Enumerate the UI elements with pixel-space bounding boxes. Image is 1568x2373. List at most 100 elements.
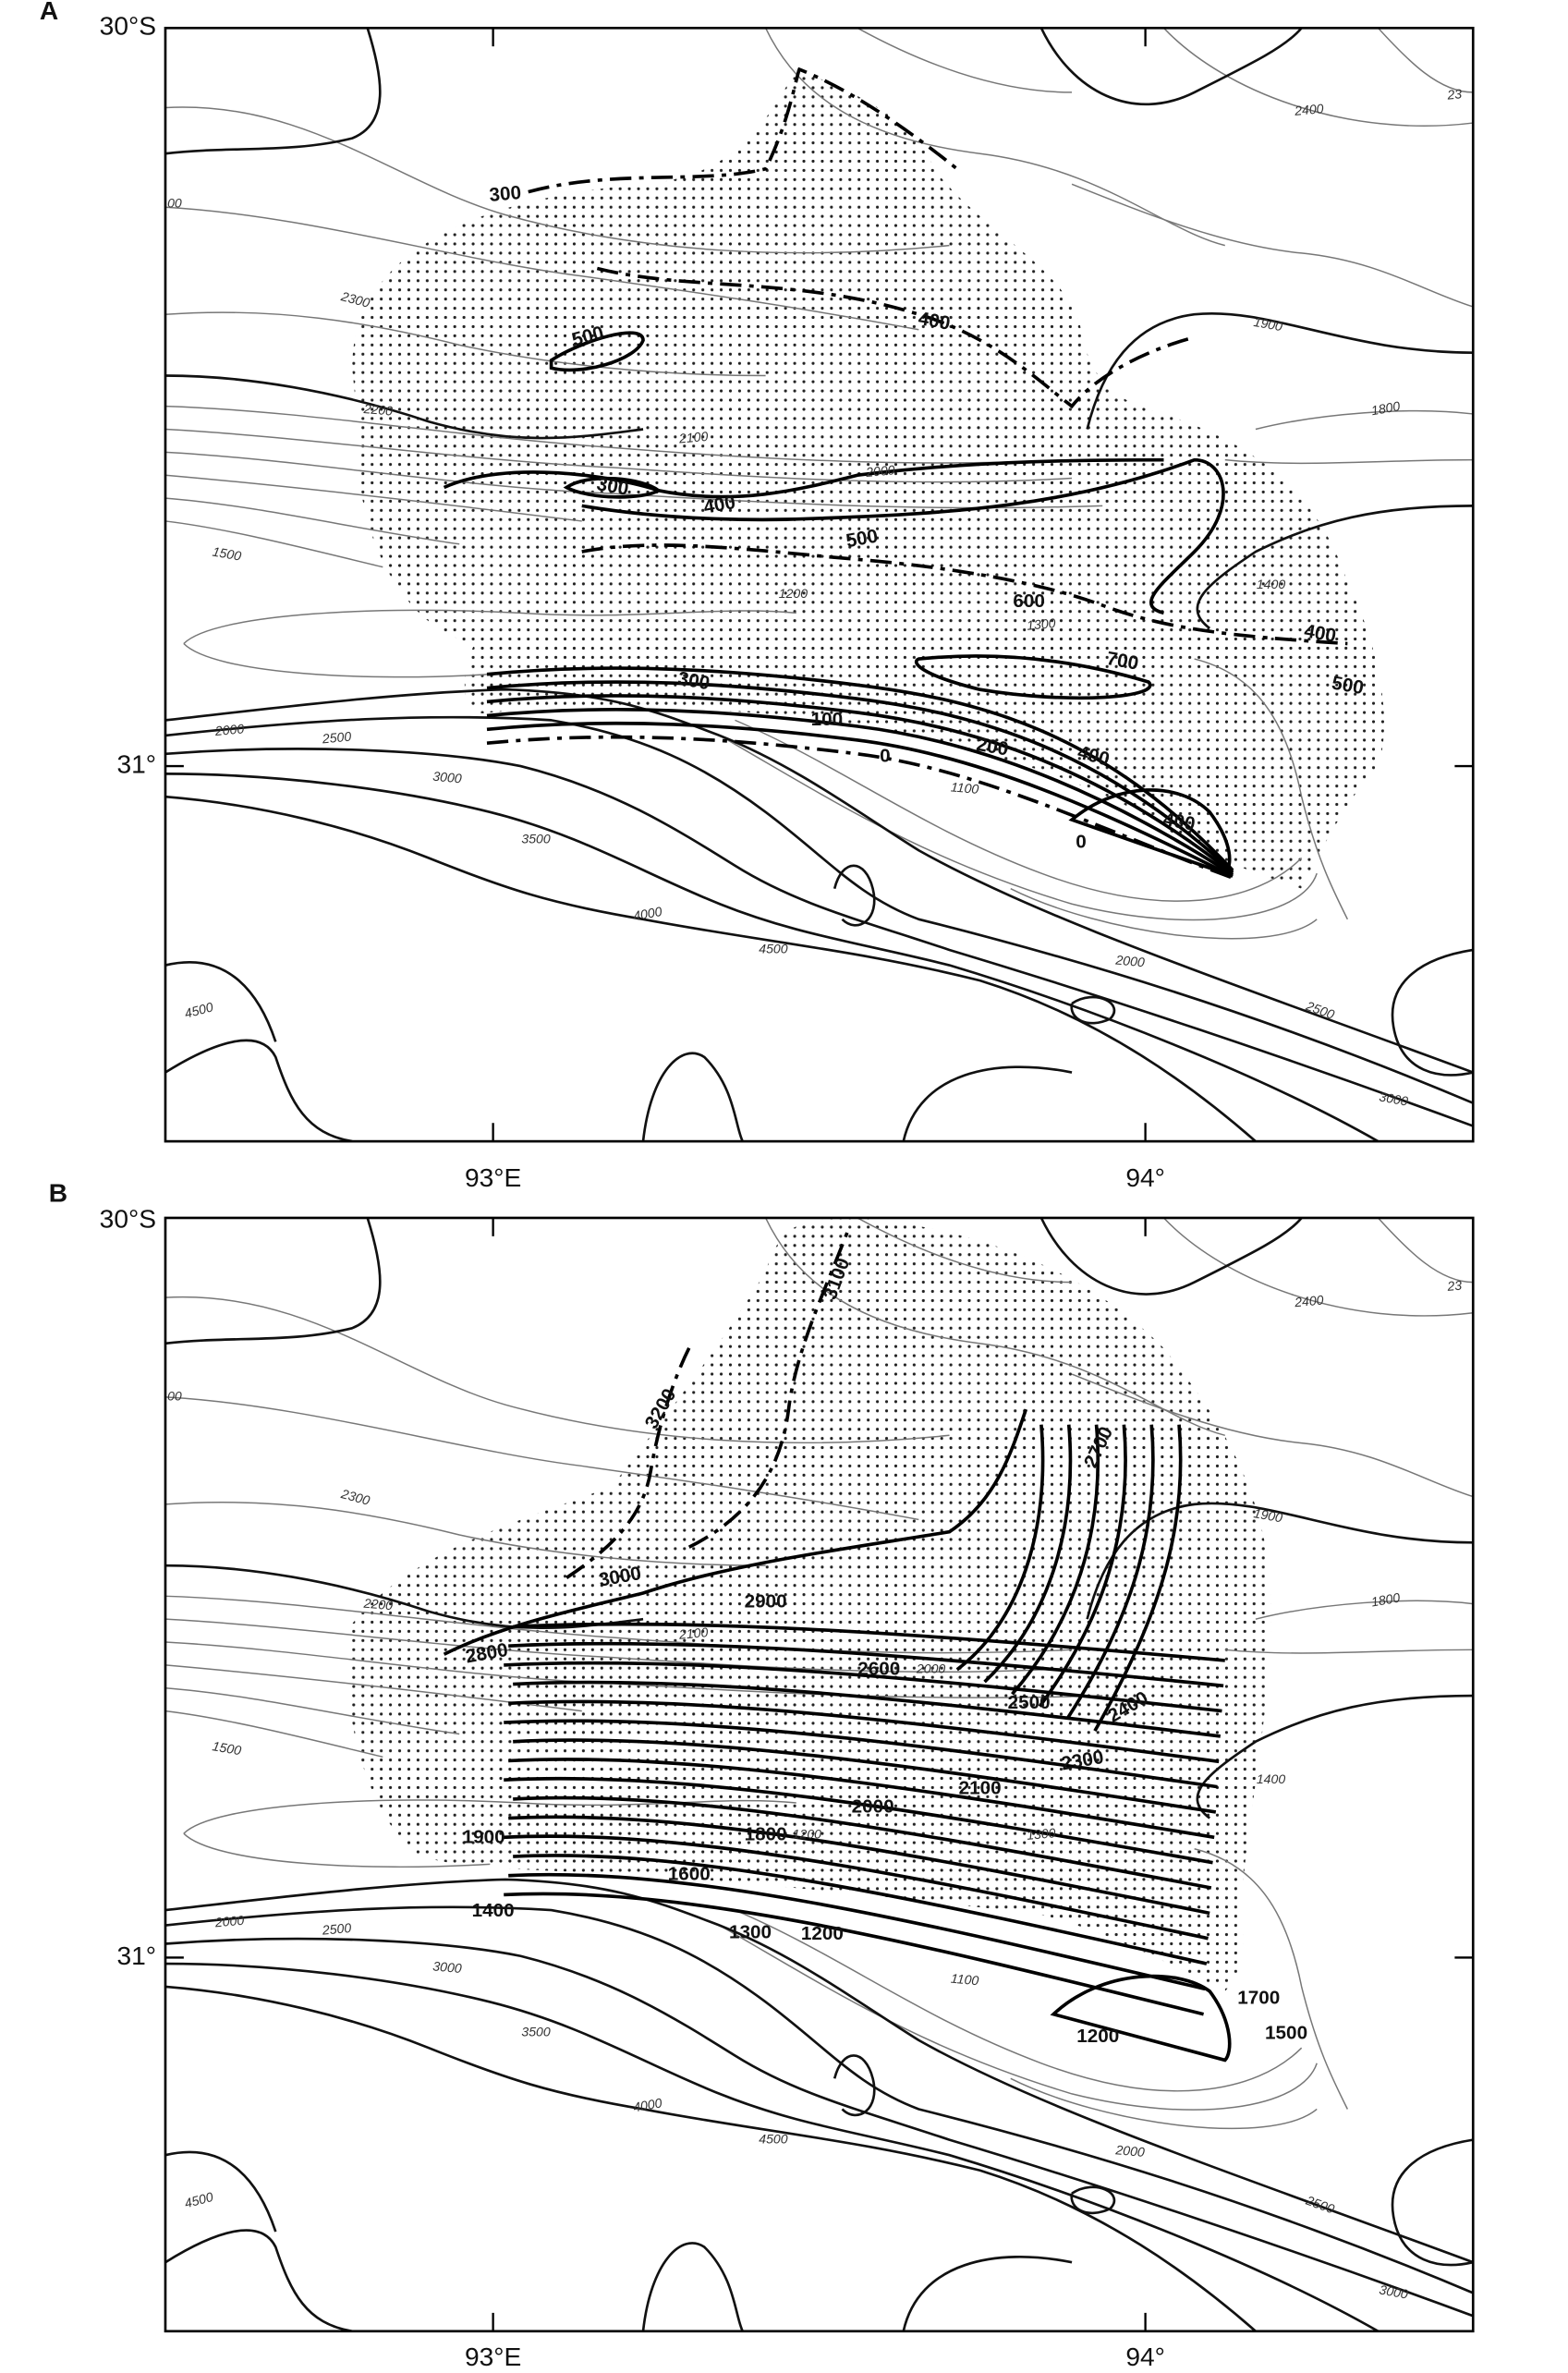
contour-label-bold: 2100 — [959, 1778, 1002, 1799]
contour-label: 00 — [167, 1389, 182, 1404]
contour-label: 3000 — [432, 769, 463, 786]
bathymetry-contour — [164, 1962, 1380, 2331]
thickness-contour — [508, 1699, 1220, 1764]
stipple-area — [352, 69, 1385, 889]
contour-label-bold: 500 — [1331, 673, 1366, 700]
thickness-contour — [955, 1424, 1045, 1672]
contour-label: 1900 — [1253, 314, 1284, 334]
bathymetry-contour-thin — [164, 1686, 460, 1735]
bathymetry-contour — [164, 960, 277, 1042]
thickness-contour — [486, 735, 1234, 880]
contour-label: 2300 — [339, 288, 372, 310]
bathymetry-contour — [1391, 2138, 1474, 2267]
bathymetry-contour — [164, 2150, 277, 2233]
bathymetry-contour-thin — [1255, 1600, 1474, 1620]
contour-label: 3000 — [1378, 1089, 1409, 1109]
bathymetry-contour-thin — [164, 405, 1073, 464]
contour-label-bold: 0 — [1076, 831, 1087, 852]
stipple-area — [347, 1217, 1271, 1991]
thickness-contour — [504, 1719, 1218, 1789]
contour-label: 00 — [167, 196, 182, 211]
contour-label-bold: 1700 — [1237, 1988, 1280, 2009]
bathymetry-contour — [164, 374, 644, 440]
contour-label: 2500 — [1304, 2192, 1337, 2216]
map-panel — [164, 1217, 1474, 2331]
contour-label-bold: 1400 — [472, 1900, 515, 1921]
thickness-contour — [443, 457, 1164, 499]
bathymetry-contour — [902, 1065, 1073, 1142]
longitude-label: 93°E — [465, 1162, 521, 1192]
thickness-contour — [565, 1347, 691, 1579]
panel-frame — [164, 1216, 1475, 2333]
bathymetry-contour — [164, 1039, 353, 1142]
contour-label: 1300 — [1027, 1825, 1057, 1843]
contour-label: 3500 — [521, 831, 550, 846]
thickness-contour — [504, 1892, 1205, 2016]
bathymetry-contour-thin — [164, 1396, 919, 1521]
contour-label: 1900 — [1253, 1505, 1284, 1525]
bathymetry-contour — [1196, 505, 1474, 630]
longitude-label: 93°E — [465, 2342, 521, 2371]
contour-label: 2000 — [213, 721, 245, 738]
contour-label: 2500 — [321, 1920, 352, 1938]
bathymetry-contour-thin — [1010, 2077, 1318, 2130]
contour-label: 3000 — [1378, 2282, 1409, 2301]
longitude-label: 94° — [1125, 1162, 1165, 1192]
bathymetry-contour — [1086, 1502, 1474, 1620]
contour-label: 3500 — [521, 2024, 550, 2038]
contour-label: 1100 — [950, 779, 979, 797]
thickness-contour — [486, 708, 1234, 877]
bathymetry-contour — [833, 864, 876, 927]
bathymetry-contour — [902, 2256, 1073, 2331]
thickness-contour — [1093, 1424, 1183, 1733]
thickness-contour — [513, 1795, 1212, 1890]
bathymetry-contour — [1391, 948, 1474, 1077]
thickness-contour — [581, 543, 1348, 646]
contour-label: 1800 — [1370, 1589, 1402, 1609]
contour-label: 23 — [1446, 1278, 1463, 1294]
contour-label-bold: 2600 — [857, 1658, 900, 1679]
thickness-contour — [1068, 788, 1232, 876]
contour-label-bold: 300 — [676, 668, 711, 695]
contour-label: 2000 — [916, 1661, 945, 1676]
contour-label-bold: 2900 — [745, 1590, 787, 1612]
thickness-contour — [508, 1815, 1210, 1916]
contour-label-bold: 1800 — [745, 1823, 787, 1844]
bathymetry-contour-thin — [164, 106, 950, 254]
bathymetry-contour-thin — [1194, 1848, 1349, 2110]
thickness-contour — [486, 666, 1234, 872]
contour-label-bold: 2000 — [852, 1795, 894, 1817]
bathymetry-contour — [164, 1217, 382, 1345]
bathymetry-contour — [164, 1564, 644, 1630]
thickness-contour — [1038, 1424, 1127, 1708]
bathymetry-contour — [833, 2054, 876, 2117]
bathymetry-contour-thin — [735, 1909, 1303, 2092]
contour-label: 2000 — [1114, 2142, 1146, 2160]
bathymetry-contour — [164, 1878, 1474, 2264]
bathymetry — [164, 28, 1474, 1142]
bathymetry-contour-thin — [183, 1799, 796, 1834]
bathymetry-contour — [1086, 312, 1474, 430]
bathymetry-contour — [164, 795, 1257, 1142]
thickness-contour — [513, 1680, 1222, 1738]
bathymetry-contour — [164, 748, 1474, 1127]
bathymetry-contour-thin — [1377, 28, 1474, 93]
latitude-label: 31° — [116, 749, 156, 779]
thickness-contour — [508, 1641, 1224, 1688]
bathymetry-contour — [164, 773, 1380, 1142]
contour-label: 4000 — [632, 2095, 663, 2114]
bathymetry-contour-thin — [164, 1664, 582, 1712]
contour-label: 2100 — [677, 1625, 709, 1642]
contour-label: 2500 — [321, 729, 352, 747]
bathymetry — [164, 1217, 1474, 2331]
bathymetry-contour-thin — [857, 1217, 1073, 1284]
bathymetry-contour-thin — [1010, 888, 1318, 940]
bathymetry-contour-thin — [164, 1501, 766, 1566]
thickness-contour — [504, 1834, 1209, 1941]
contour-label: 23 — [1446, 86, 1463, 102]
bathymetry-contour-thin — [164, 1618, 1073, 1673]
contour-label-bold: 1200 — [1076, 2026, 1119, 2047]
bathymetry-contour-thin — [164, 497, 460, 545]
contour-label: 4500 — [759, 2131, 787, 2146]
